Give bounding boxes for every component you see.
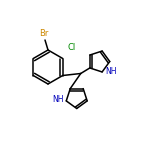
Text: Cl: Cl <box>68 43 76 52</box>
Text: NH: NH <box>52 95 63 104</box>
Text: Br: Br <box>39 29 49 38</box>
Text: NH: NH <box>105 67 117 76</box>
